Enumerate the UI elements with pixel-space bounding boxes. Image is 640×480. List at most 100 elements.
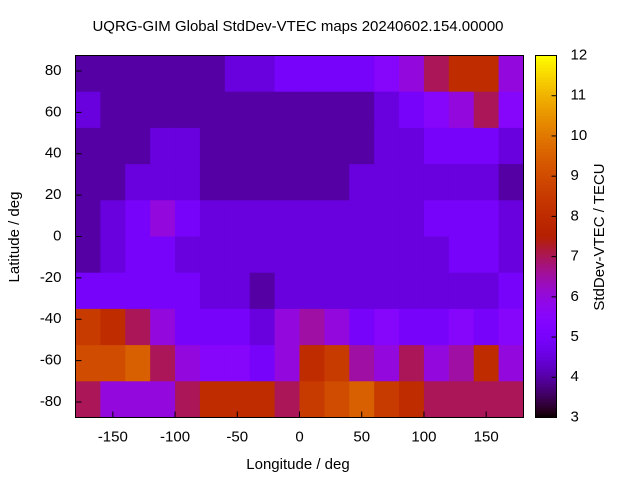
heatmap-cell [349, 200, 375, 237]
colorbar-swatch [535, 118, 557, 123]
colorbar-swatch [535, 167, 557, 171]
colorbar-swatch [535, 414, 557, 418]
colorbar-swatch [535, 170, 557, 174]
heatmap-cell [473, 308, 500, 346]
colorbar-swatch [535, 158, 557, 162]
y-tick-label: -60 [40, 352, 62, 369]
heatmap-cell [175, 308, 201, 346]
heatmap-cell [249, 91, 276, 129]
heatmap-cell [249, 55, 276, 93]
heatmap-cell [100, 272, 126, 310]
heatmap-cell [324, 164, 350, 201]
heatmap-cell [399, 272, 425, 310]
colorbar-swatch [535, 369, 557, 373]
heatmap-cell [224, 91, 251, 129]
heatmap-cell [175, 236, 201, 274]
heatmap-cell [100, 164, 126, 201]
heatmap-cell [175, 91, 201, 129]
colorbar-swatch [535, 396, 557, 400]
heatmap-cell [448, 236, 475, 274]
colorbar-swatch [535, 378, 557, 382]
colorbar-swatch [535, 323, 557, 328]
colorbar-swatch [535, 179, 557, 183]
heatmap-cell [399, 236, 425, 274]
heatmap-cell [150, 381, 176, 418]
heatmap-cell [75, 55, 101, 93]
y-tick-label: -80 [40, 393, 62, 410]
colorbar-swatch [535, 387, 557, 391]
colorbar-swatch [535, 206, 557, 210]
colorbar-swatch [535, 308, 557, 313]
heatmap-cell [100, 236, 126, 274]
heatmap-cell [274, 381, 300, 418]
heatmap-cell [199, 164, 226, 201]
heatmap-cell [249, 127, 276, 165]
heatmap-cell [423, 345, 450, 382]
colorbar-swatch [535, 357, 557, 361]
heatmap-cell [125, 200, 151, 237]
heatmap-cell [299, 345, 325, 382]
colorbar-swatch [535, 227, 557, 231]
heatmap-cell [324, 91, 350, 129]
colorbar-tick-label: 11 [571, 87, 587, 104]
colorbar-swatch [535, 284, 557, 289]
heatmap-cell [374, 164, 400, 201]
colorbar-tick-label: 10 [571, 127, 588, 144]
heatmap-cell [299, 200, 325, 237]
heatmap-cell [100, 200, 126, 237]
heatmap-cell [175, 272, 201, 310]
heatmap-cell [150, 91, 176, 129]
colorbar-swatch [535, 399, 557, 403]
colorbar-swatch [535, 269, 557, 274]
colorbar-swatch [535, 197, 557, 201]
heatmap-cell [399, 308, 425, 346]
colorbar-swatch [535, 127, 557, 132]
heatmap-cell [324, 272, 350, 310]
heatmap-cell [324, 381, 350, 418]
chart-title: UQRG-GIM Global StdDev-VTEC maps 2024060… [92, 18, 503, 35]
heatmap-cell [224, 164, 251, 201]
x-tick-label: -150 [98, 428, 128, 445]
heatmap-cell [224, 236, 251, 274]
heatmap-cell [75, 200, 101, 237]
heatmap-cell [299, 55, 325, 93]
heatmap-cell [473, 127, 500, 165]
heatmap-cell [299, 308, 325, 346]
colorbar-swatch [535, 85, 557, 90]
heatmap-cell [473, 91, 500, 129]
colorbar-swatch [535, 176, 557, 180]
colorbar-swatch [535, 336, 557, 340]
heatmap-cell [175, 345, 201, 382]
heatmap-cell [224, 308, 251, 346]
heatmap-cell [75, 345, 101, 382]
heatmap-cell [324, 308, 350, 346]
colorbar-swatch [535, 351, 557, 355]
heatmap-cell [175, 127, 201, 165]
colorbar-swatch [535, 293, 557, 298]
heatmap-cell [274, 272, 300, 310]
x-tick-label: -100 [160, 428, 190, 445]
colorbar-swatch [535, 64, 557, 69]
heatmap-cell [324, 55, 350, 93]
colorbar-swatch [535, 124, 557, 129]
heatmap-cell [150, 200, 176, 237]
heatmap-cell [199, 381, 226, 418]
heatmap-cell [448, 381, 475, 418]
heatmap-cell [448, 272, 475, 310]
colorbar-label: StdDev-VTEC / TECU [591, 163, 608, 310]
heatmap-cell [199, 127, 226, 165]
colorbar-swatch [535, 302, 557, 307]
colorbar-swatch [535, 61, 557, 66]
colorbar-swatch [535, 161, 557, 165]
colorbar-swatch [535, 233, 557, 237]
heatmap-cell [374, 127, 400, 165]
heatmap-cell [150, 55, 176, 93]
heatmap-cell [324, 236, 350, 274]
colorbar-swatch [535, 393, 557, 397]
heatmap-cell [175, 200, 201, 237]
heatmap-cell [224, 200, 251, 237]
colorbar-swatch [535, 152, 557, 156]
colorbar-swatch [535, 142, 557, 147]
x-tick-label: 100 [411, 428, 436, 445]
colorbar-swatch [535, 311, 557, 316]
